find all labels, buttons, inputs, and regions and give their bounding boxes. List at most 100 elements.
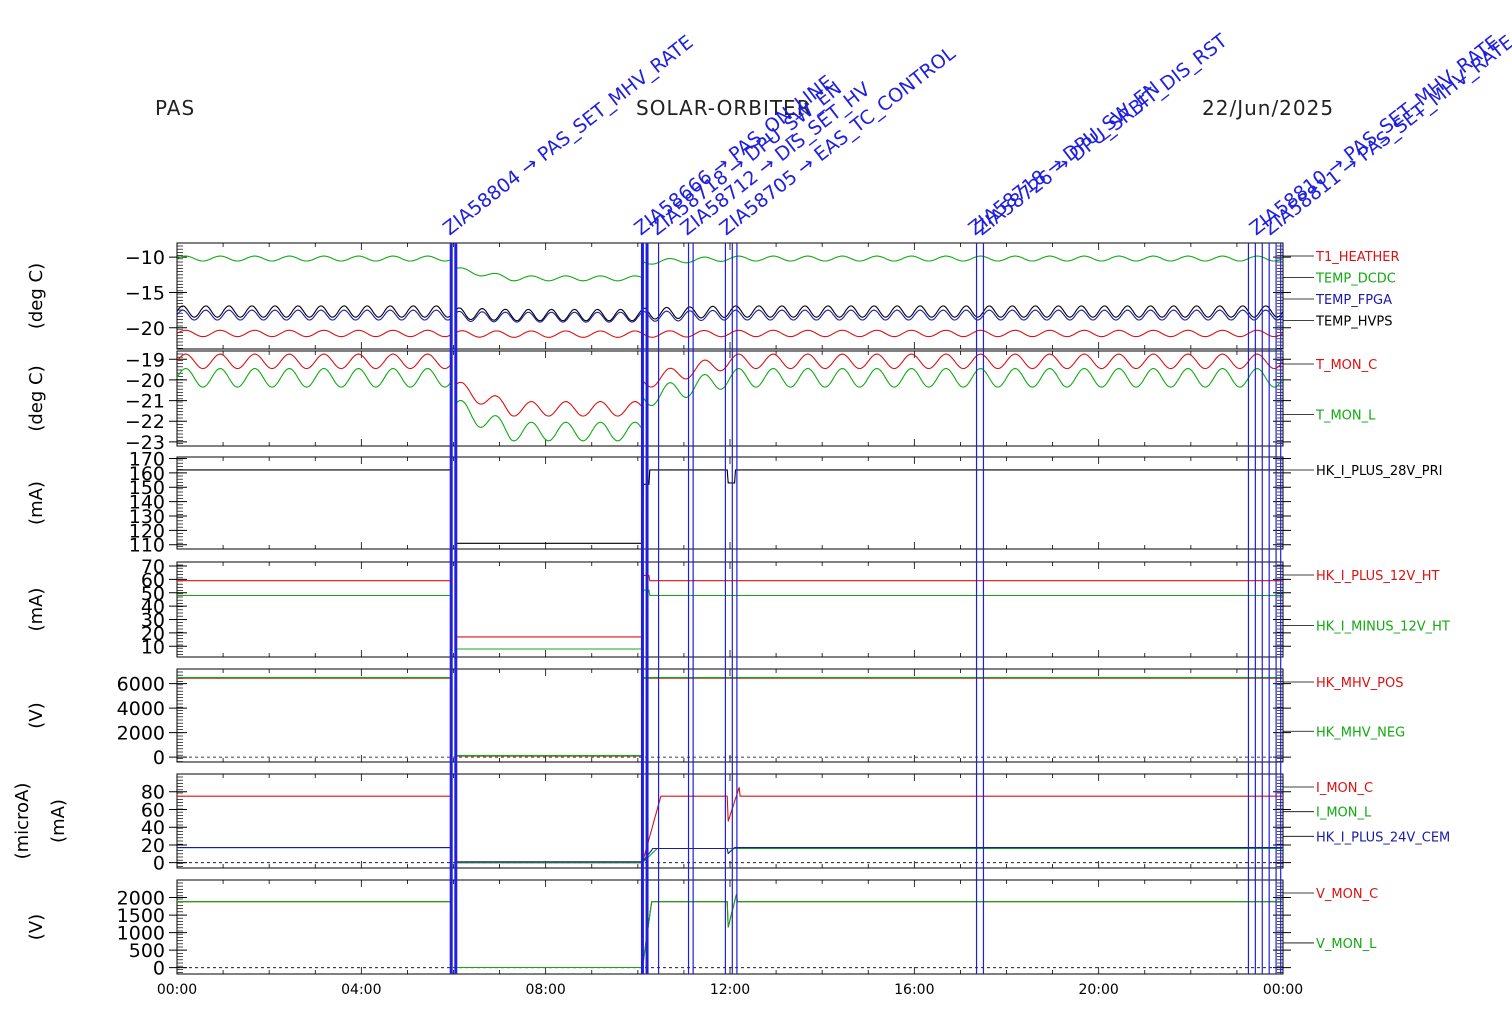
y-tick-label: −20	[125, 370, 165, 392]
y-axis-label: (deg C)	[26, 365, 47, 431]
panel-frame	[176, 879, 1284, 975]
y-tick-label: −22	[125, 411, 165, 433]
y-tick-label: 60	[141, 569, 165, 591]
series-line-hk_mhv_pos	[177, 677, 1283, 757]
x-tick-label: 00:00	[157, 982, 197, 998]
y-axis-label: (microA)	[12, 783, 33, 860]
series-line-temp_hvps	[176, 305, 1284, 322]
panel-2: −19−20−21−22−23 (deg C) T_MON_C T_MON_L	[26, 349, 1377, 454]
series-line-hk_i_minus_12v_ht	[177, 589, 1283, 650]
y-axis-label: (deg C)	[26, 263, 47, 329]
series-line-v_mon_c	[177, 893, 1283, 969]
y-tick-label: −21	[125, 391, 165, 413]
y-tick-label: 20	[141, 835, 165, 857]
y-tick-label: 40	[141, 596, 165, 618]
header-instrument: PAS	[155, 96, 196, 120]
legend-label: TEMP_HVPS	[1315, 315, 1392, 330]
legend-label: I_MON_L	[1316, 806, 1372, 821]
series-line-temp_fpga	[176, 309, 1284, 323]
y-tick-label: 0	[153, 958, 165, 980]
y-tick-label: 110	[129, 535, 165, 557]
x-tick-label: 16:00	[894, 982, 934, 998]
panel-frame	[176, 773, 1284, 869]
y-tick-label: 4000	[117, 698, 165, 720]
y-tick-label: 50	[141, 583, 165, 605]
y-axis-label: (mA)	[26, 481, 47, 525]
y-tick-label: 20	[141, 623, 165, 645]
series-line-t_mon_c	[176, 353, 1284, 417]
x-tick-label: 00:00	[1263, 982, 1303, 998]
legend-label: HK_I_MINUS_12V_HT	[1316, 620, 1450, 635]
legend-label: TEMP_FPGA	[1315, 293, 1392, 308]
y-tick-label: −10	[125, 247, 165, 269]
y-axis-label-2: (mA)	[48, 799, 69, 843]
legend-label: T_MON_L	[1315, 409, 1376, 424]
panel-frame	[176, 561, 1284, 658]
legend-label: TEMP_DCDC	[1315, 272, 1396, 287]
command-markers	[449, 243, 1282, 974]
y-axis-label: (V)	[26, 914, 47, 940]
y-tick-label: 140	[129, 492, 165, 514]
y-tick-label: −19	[125, 349, 165, 371]
legend-label: V_MON_C	[1316, 887, 1378, 902]
legend-label: HK_I_PLUS_24V_CEM	[1316, 830, 1450, 845]
header-date: 22/Jun/2025	[1202, 96, 1335, 120]
x-tick-label: 08:00	[525, 982, 565, 998]
y-tick-label: 10	[141, 636, 165, 658]
series-line-i_mon_l	[177, 847, 1283, 864]
y-tick-label: 1500	[117, 905, 165, 927]
y-tick-label: 40	[141, 817, 165, 839]
y-tick-label: 6000	[117, 674, 165, 696]
legend-label: HK_MHV_NEG	[1316, 725, 1405, 740]
legend-label: HK_I_PLUS_12V_HT	[1316, 569, 1440, 584]
x-tick-label: 04:00	[341, 982, 381, 998]
y-tick-label: 500	[129, 940, 165, 962]
y-tick-label: 60	[141, 799, 165, 821]
y-tick-label: −15	[125, 282, 165, 304]
x-axis: 00:00 04:00 08:00 12:00 16:00 20:00 00:00	[157, 982, 1303, 998]
y-axis-label: (V)	[26, 702, 47, 728]
panel-1: −10 −15 −20 (deg C) T1_HEATHER TEMP_DCDC TEMP_…	[26, 242, 1400, 350]
series-line-hk_mhv_neg	[177, 677, 1283, 757]
series-line-hk_i_plus_28v_pri	[177, 469, 1283, 544]
y-tick-label: 160	[129, 463, 165, 485]
legend-label: HK_MHV_POS	[1316, 676, 1404, 691]
y-tick-label: −20	[125, 318, 165, 340]
legend-label: T1_HEATHER	[1315, 250, 1400, 265]
command-label: ZIA58811 → PAS_SET_MHV_RATE	[1259, 31, 1512, 240]
series-line-t_mon_l	[176, 368, 1284, 442]
y-tick-label: 0	[153, 853, 165, 875]
x-tick-label: 12:00	[710, 982, 750, 998]
y-tick-label: 150	[129, 477, 165, 499]
y-tick-label: 2000	[117, 888, 165, 910]
panel-frame	[176, 668, 1284, 763]
legend-label: HK_I_PLUS_28V_PRI	[1316, 464, 1442, 479]
y-axis-label: (mA)	[26, 588, 47, 632]
series-line-v_mon_l	[177, 893, 1283, 969]
legend-label: V_MON_L	[1316, 937, 1377, 952]
series-line-hk_i_plus_12v_ht	[177, 574, 1283, 638]
y-tick-label: 30	[141, 610, 165, 632]
legend-label: I_MON_C	[1316, 781, 1373, 796]
series-line-hk_i_plus_24v_cem	[177, 847, 1283, 863]
y-tick-label: 70	[141, 556, 165, 578]
panel-frame	[176, 456, 1284, 550]
y-tick-label: 120	[129, 520, 165, 542]
y-tick-label: 2000	[117, 723, 165, 745]
header-mission: SOLAR-ORBITER	[636, 96, 812, 120]
y-tick-label: 0	[153, 747, 165, 769]
command-label: ZIA58726 → DPU_SRBIT_DIS_RST	[971, 30, 1232, 240]
y-tick-label: 170	[129, 448, 165, 470]
panel-frame	[176, 350, 1284, 447]
y-tick-label: 1000	[117, 923, 165, 945]
series-line-temp_dcdc	[176, 255, 1284, 282]
legend-label: T_MON_C	[1315, 358, 1377, 373]
y-tick-label: 130	[129, 506, 165, 528]
